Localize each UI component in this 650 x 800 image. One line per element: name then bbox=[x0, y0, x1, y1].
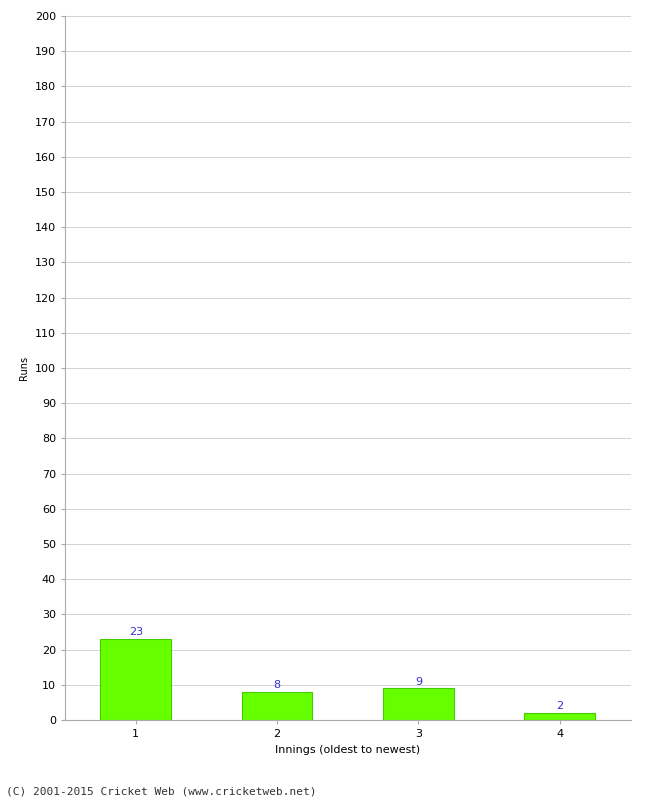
Bar bbox=[242, 692, 313, 720]
Y-axis label: Runs: Runs bbox=[20, 356, 29, 380]
X-axis label: Innings (oldest to newest): Innings (oldest to newest) bbox=[275, 745, 421, 754]
Text: 23: 23 bbox=[129, 627, 143, 638]
Bar bbox=[525, 713, 595, 720]
Text: (C) 2001-2015 Cricket Web (www.cricketweb.net): (C) 2001-2015 Cricket Web (www.cricketwe… bbox=[6, 786, 317, 796]
Text: 8: 8 bbox=[274, 680, 281, 690]
Text: 2: 2 bbox=[556, 701, 564, 711]
Bar bbox=[100, 639, 171, 720]
Text: 9: 9 bbox=[415, 677, 422, 686]
Bar bbox=[383, 688, 454, 720]
